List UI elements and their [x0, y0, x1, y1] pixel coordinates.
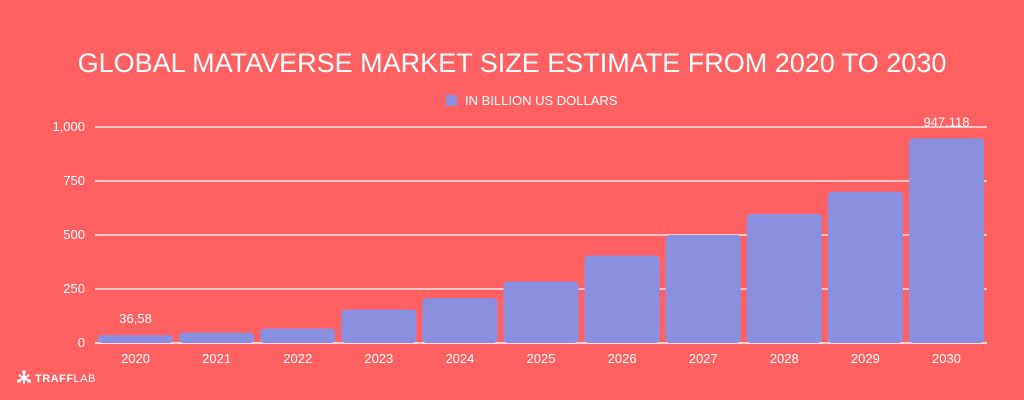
legend-swatch [446, 95, 457, 106]
x-tick-label: 2027 [689, 351, 718, 366]
y-tick-label: 0 [78, 335, 85, 350]
y-tick-label: 500 [63, 227, 85, 242]
bar [665, 235, 741, 343]
bar [98, 335, 174, 343]
data-label: 947,118 [923, 114, 969, 129]
y-tick-label: 250 [63, 281, 85, 296]
bar [584, 255, 660, 343]
brand-logo: TRAFFLAB [17, 370, 96, 385]
bar [341, 309, 417, 343]
x-axis: 2020 2021 2022 2023 2024 2025 2026 2027 2028 2029… [121, 351, 961, 366]
bar [827, 191, 903, 343]
data-labels: 36,58 947,118 [119, 114, 969, 326]
data-label: 36,58 [119, 311, 152, 326]
asterisk-logo-icon [17, 370, 32, 384]
bar [260, 328, 336, 343]
x-tick-label: 2022 [283, 351, 312, 366]
legend: IN BILLION US DOLLARS [446, 93, 618, 108]
x-tick-label: 2024 [445, 351, 474, 366]
bar [908, 138, 984, 343]
chart-title: GLOBAL MATAVERSE MARKET SIZE ESTIMATE FR… [78, 48, 947, 78]
x-tick-label: 2028 [770, 351, 799, 366]
bar [746, 213, 822, 343]
x-tick-label: 2029 [851, 351, 880, 366]
x-tick-label: 2030 [932, 351, 961, 366]
y-tick-label: 1,000 [52, 119, 85, 134]
bar [179, 332, 255, 343]
brand-name-bold: TRAFF [35, 373, 74, 385]
x-tick-label: 2025 [527, 351, 556, 366]
legend-label: IN BILLION US DOLLARS [465, 93, 618, 108]
x-tick-label: 2023 [364, 351, 393, 366]
bars [98, 138, 984, 343]
x-tick-label: 2026 [608, 351, 637, 366]
bar [422, 298, 498, 343]
brand-name: TRAFFLAB [35, 373, 96, 385]
brand-name-regular: LAB [74, 373, 96, 385]
x-tick-label: 2021 [202, 351, 231, 366]
bar [503, 281, 579, 343]
y-axis: 0 250 500 750 1,000 [52, 119, 85, 350]
y-tick-label: 750 [63, 173, 85, 188]
x-tick-label: 2020 [121, 351, 150, 366]
